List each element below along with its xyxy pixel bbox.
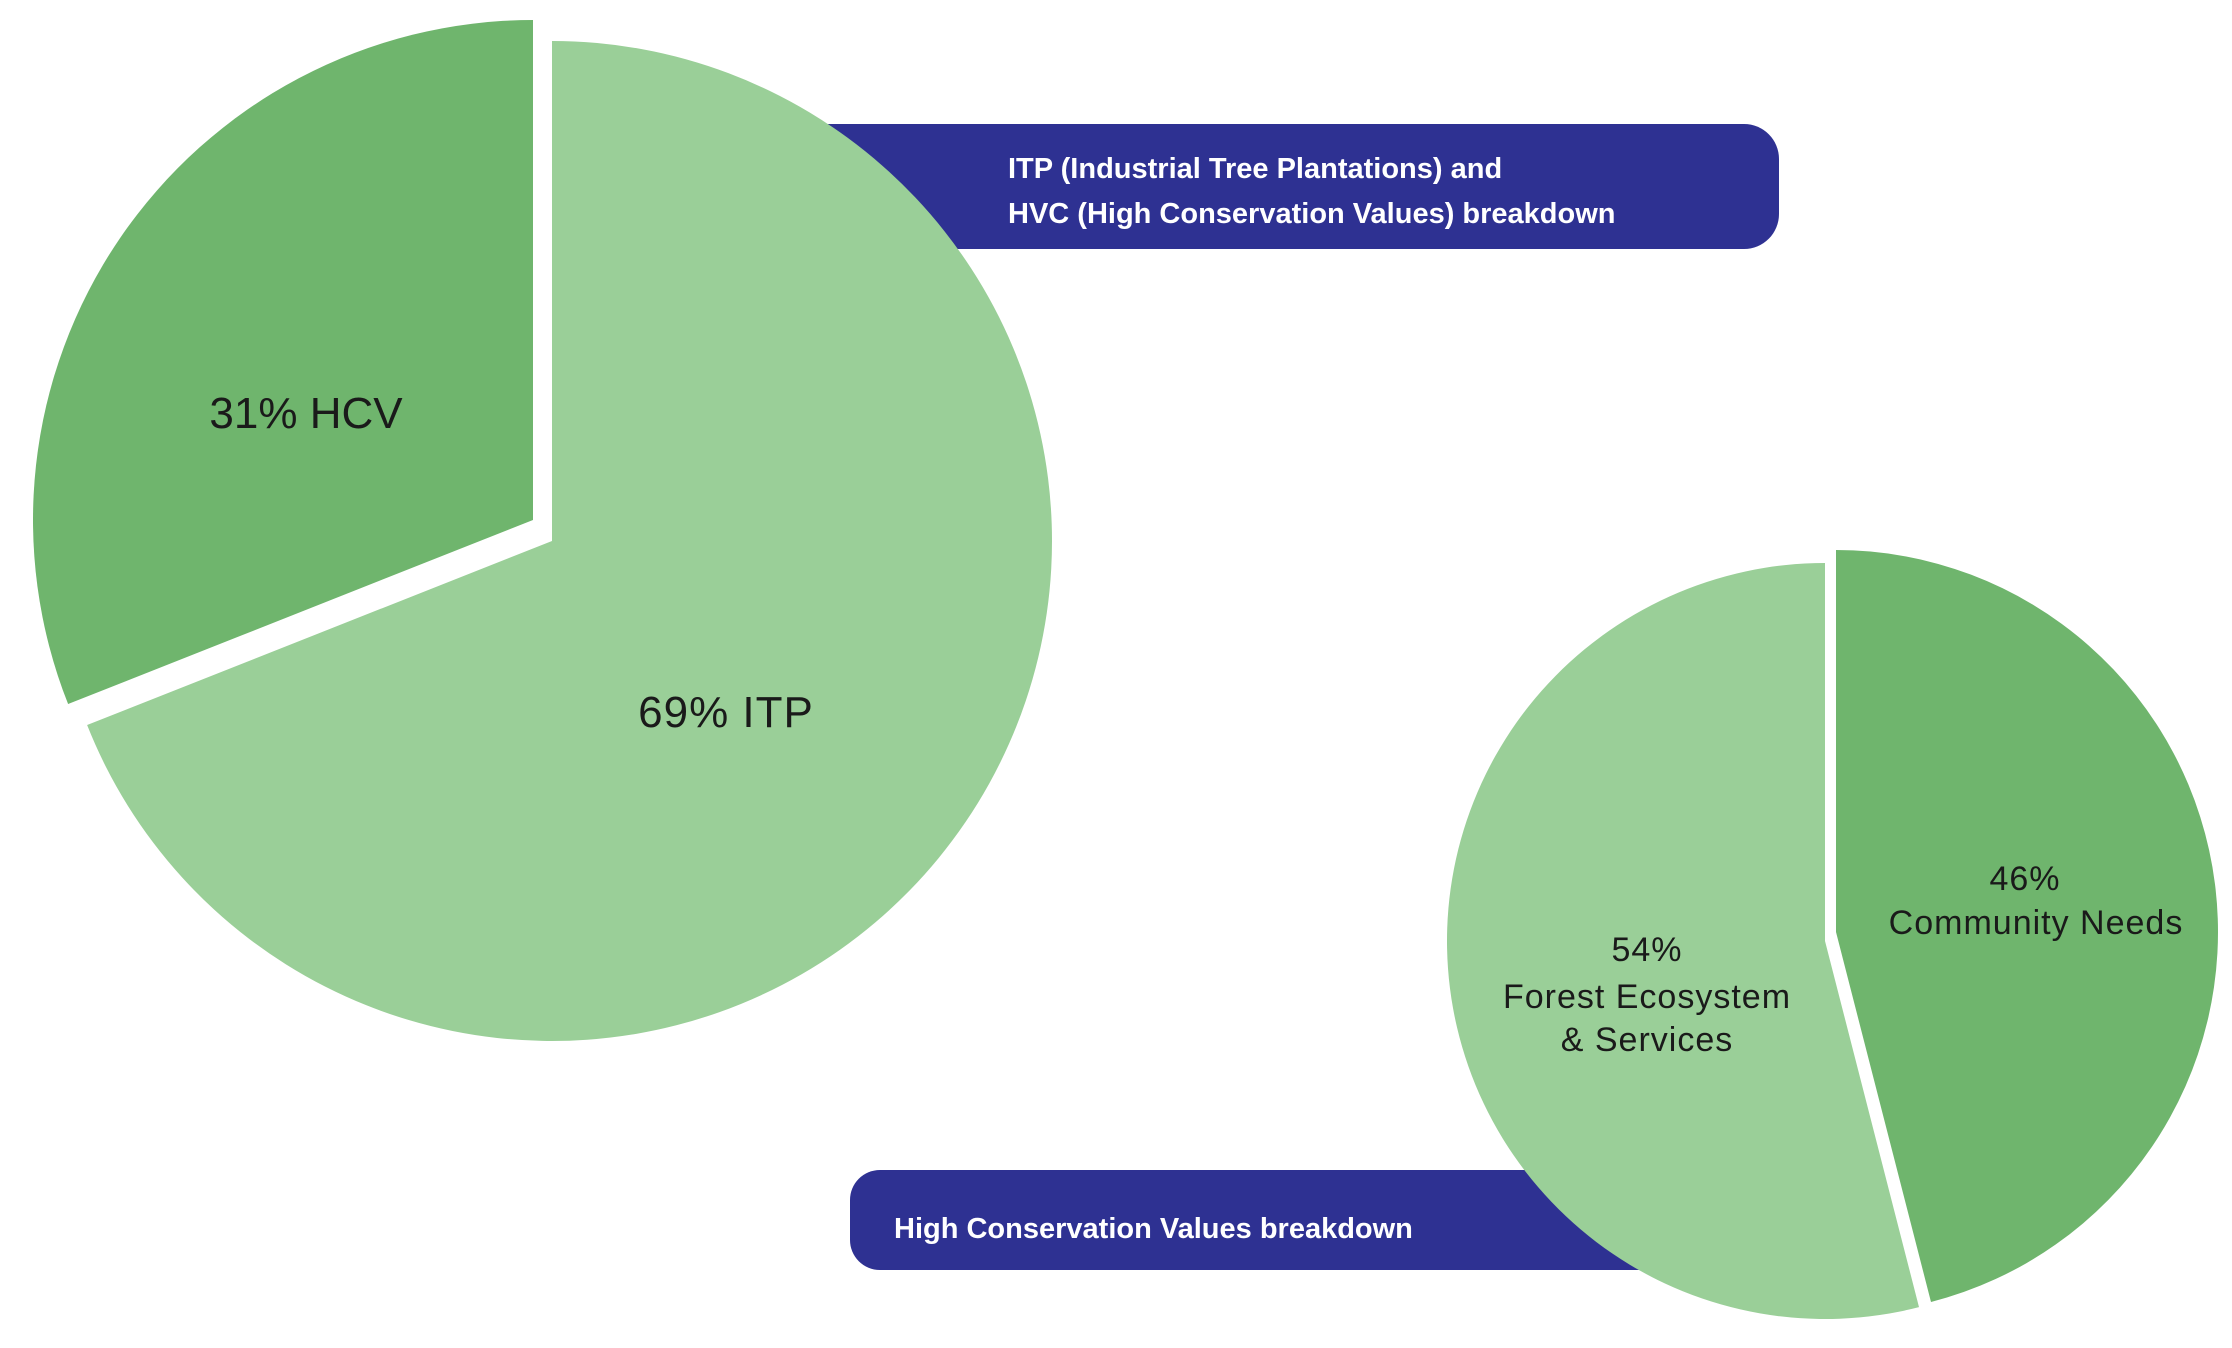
- community-needs-slice: [1836, 550, 2218, 1302]
- chart1-title-line2: HVC (High Conservation Values) breakdown: [1008, 198, 1616, 230]
- forest-name-label-1: Forest Ecosystem: [1503, 978, 1791, 1016]
- chart2-title: High Conservation Values breakdown: [894, 1213, 1413, 1245]
- forest-name-label-2: & Services: [1561, 1021, 1734, 1059]
- chart1-title-line1: ITP (Industrial Tree Plantations) and: [1008, 153, 1502, 185]
- forest-ecosystem-slice: [1446, 563, 1920, 1320]
- community-pct-label: 46%: [1989, 860, 2060, 898]
- title-banner-1: [826, 124, 1779, 249]
- hcv-slice-label: 31% HCV: [209, 389, 403, 438]
- hcv-slice: [32, 20, 534, 705]
- community-name-label: Community Needs: [1889, 904, 2184, 942]
- title-banner-2: [850, 1170, 1640, 1270]
- itp-slice: [87, 41, 1052, 1041]
- forest-pct-label: 54%: [1611, 931, 1682, 969]
- itp-slice-label: 69% ITP: [638, 688, 814, 737]
